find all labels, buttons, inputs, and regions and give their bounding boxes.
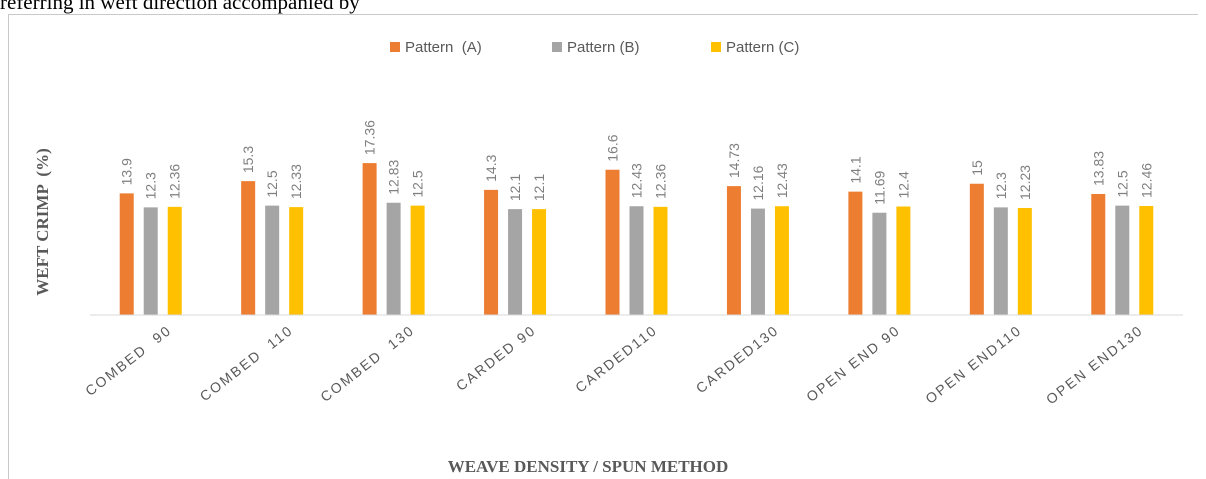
bar-pattern-a-open-end-90 [848,191,863,315]
value-label: 12.5 [1114,170,1130,197]
bar-pattern-b-carded110 [629,206,644,315]
value-label: 12.46 [1138,163,1154,198]
chart-legend: Pattern (A) Pattern (B) Pattern (C) [390,39,799,56]
bar-pattern-c-combed-110 [289,207,304,315]
bar-pattern-a-combed-130 [362,163,377,315]
bar-pattern-a-carded-90 [484,189,499,315]
legend-label: Pattern (B) [567,39,640,56]
chart-frame [8,14,1198,479]
legend-swatch [711,42,721,52]
bar-pattern-c-carded130 [774,206,789,315]
value-label: 12.23 [1017,165,1033,200]
value-label: 12.4 [895,171,911,198]
value-label: 14.1 [847,156,863,183]
bar-pattern-b-combed-110 [265,205,280,315]
value-label: 14.73 [726,143,742,178]
value-label: 12.3 [143,172,159,199]
category-label: OPEN END110 [922,322,1024,407]
value-label-group: 13.9 12.3 12.36 15.3 12.5 12.33 17.36 12.83 12.5… [119,120,1155,205]
bar-pattern-a-carded110 [605,169,620,315]
legend-label: Pattern (C) [726,39,799,56]
category-label: CARDED 90 [453,322,539,394]
bar-pattern-a-open-end110 [969,183,984,315]
bar-pattern-a-carded130 [726,186,741,315]
value-label: 12.43 [629,163,645,198]
bar-pattern-c-open-end110 [1017,207,1032,315]
value-label: 14.3 [483,154,499,181]
bar-pattern-b-carded-90 [508,209,523,315]
x-axis-title: WEAVE DENSITY / SPUN METHOD [448,457,729,476]
bar-pattern-b-open-end130 [1115,205,1130,315]
category-label: OPEN END 90 [803,322,903,405]
value-label: 15.3 [240,146,256,173]
legend-swatch [390,42,400,52]
bar-pattern-a-combed-90 [119,193,134,315]
legend-swatch [552,42,562,52]
bar-pattern-c-open-end-90 [896,206,911,315]
value-label: 12.36 [167,164,183,199]
value-label: 12.1 [507,174,523,201]
bar-pattern-c-carded110 [653,206,668,315]
bar-group [119,163,1154,315]
value-label: 13.83 [1090,151,1106,186]
value-label: 16.6 [605,134,621,161]
legend-label: Pattern (A) [405,39,482,56]
value-label: 12.16 [750,165,766,200]
category-label: COMBED 130 [317,322,417,405]
category-label: CARDED130 [693,322,782,396]
value-label: 12.3 [993,172,1009,199]
value-label: 12.5 [264,170,280,197]
value-label: 12.5 [410,170,426,197]
y-axis-title: WEFT CRIMP (%) [33,148,52,296]
value-label: 12.33 [288,164,304,199]
category-label: COMBED 110 [197,322,296,405]
bar-pattern-b-open-end110 [993,207,1008,315]
bar-pattern-c-carded-90 [532,209,547,315]
value-label: 12.36 [653,164,669,199]
value-label: 17.36 [362,120,378,155]
value-label: 12.1 [531,174,547,201]
bar-pattern-b-combed-130 [386,202,401,315]
bar-pattern-b-carded130 [750,208,765,315]
category-label: CARDED110 [572,322,660,396]
category-label: COMBED 90 [82,322,174,399]
value-label: 15 [969,160,985,176]
bar-pattern-c-open-end130 [1139,205,1154,315]
bar-pattern-c-combed-130 [410,205,425,315]
category-label-group: COMBED 90 COMBED 110 COMBED 130 CARDED 90 CA… [82,322,1146,408]
bar-pattern-a-combed-110 [241,181,256,315]
value-label: 12.83 [386,159,402,194]
value-label: 12.43 [774,163,790,198]
bar-pattern-c-combed-90 [167,206,182,315]
bar-pattern-a-open-end130 [1091,193,1106,315]
value-label: 11.69 [871,171,887,205]
category-label: OPEN END130 [1043,322,1146,408]
value-label: 13.9 [119,158,135,185]
bar-pattern-b-open-end-90 [872,212,887,315]
bar-pattern-b-combed-90 [143,207,158,315]
document-text-fragment: referring in weft direction accompanied … [0,0,360,14]
